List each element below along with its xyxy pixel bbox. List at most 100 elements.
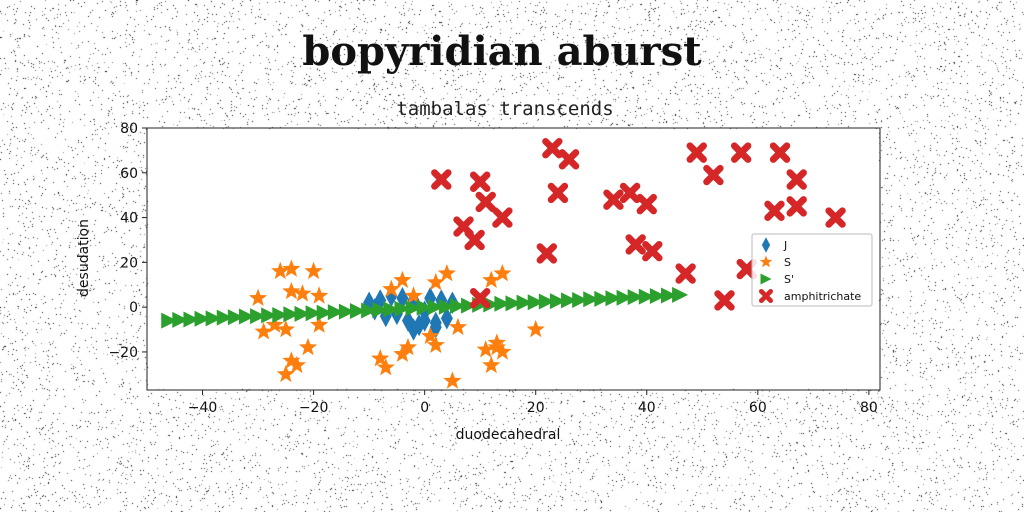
point-star [276,364,295,383]
point-triangle-right [383,301,400,318]
point-triangle-right [549,293,566,310]
point-triangle-right [638,288,655,305]
x-tick-label: 40 [638,400,656,416]
point-triangle-right [583,291,600,308]
legend-label: J [783,239,787,252]
x-tick-label: −20 [299,400,329,416]
point-star [437,264,456,282]
point-triangle-right [316,304,333,321]
point-star [487,333,506,351]
point-x [825,207,846,228]
point-star [310,315,329,333]
point-x [769,142,791,163]
point-star [282,351,301,369]
point-star [254,322,273,340]
legend-marker-diamond [761,237,771,253]
point-triangle-right [372,301,389,318]
point-triangle-right [438,298,455,315]
point-x [675,263,696,284]
point-triangle-right [594,290,611,307]
chart-marks [161,137,846,389]
point-x [786,196,807,217]
point-x [536,243,558,264]
point-x [764,200,785,222]
point-triangle-right [338,303,355,320]
chart-subtitle: tambalas transcends [396,98,614,120]
point-star [271,261,290,280]
point-triangle-right [405,300,422,317]
point-x [736,258,757,280]
legend-label: S [784,256,791,269]
legend-marker-star [759,255,773,268]
point-star [293,284,312,302]
point-star [376,358,395,376]
point-triangle-right [294,305,311,322]
point-x [686,142,707,163]
point-x [558,149,580,170]
point-triangle-right [627,289,644,306]
y-tick-label: 60 [120,166,138,182]
point-x [619,182,641,204]
point-triangle-right [616,289,633,306]
point-triangle-right [305,305,322,322]
x-tick-label: 20 [527,400,545,416]
point-diamond [429,316,442,339]
point-star [448,317,468,336]
point-x [464,229,485,251]
plot-frame [146,127,881,391]
point-star [526,319,545,338]
point-triangle-right [527,294,544,311]
point-triangle-right [660,287,677,304]
y-axis-label: desudation [76,219,92,297]
axis-ticks: −40 −20 0 20 40 60 80 −20 0 20 40 60 80 [108,121,877,416]
point-triangle-right [238,308,255,325]
point-triangle-right [161,312,178,329]
point-triangle-right [272,306,289,323]
y-tick-label: 80 [120,121,138,137]
point-triangle-right [205,310,222,327]
point-diamond [407,318,420,341]
point-star [426,272,445,291]
point-triangle-right [461,297,478,314]
point-x [475,191,496,213]
point-x [730,142,752,163]
point-triangle-right [250,308,267,325]
point-triangle-right [283,306,300,323]
y-tick-label: 40 [120,211,138,227]
point-star [398,337,418,356]
point-triangle-right [394,300,411,317]
legend-marker-x [758,288,774,304]
point-triangle-right [561,292,578,309]
point-triangle-right [494,295,511,312]
point-star [310,286,329,304]
point-star [443,371,462,389]
point-star [265,315,284,333]
point-star [382,279,401,297]
legend-marker-triangle-right [760,273,772,285]
point-star [304,261,323,280]
point-x [786,169,807,190]
point-x [603,189,624,210]
point-triangle-right [183,311,200,328]
point-triangle-right [538,293,555,310]
point-triangle-right [216,309,233,326]
legend-label: S' [784,273,794,286]
point-x [642,240,663,262]
point-triangle-right [649,287,666,304]
point-triangle-right [505,295,522,312]
x-tick-label: −40 [188,400,218,416]
point-diamond [440,307,453,330]
point-star [287,355,307,374]
point-diamond [418,309,431,332]
point-star [393,270,412,288]
point-x [469,171,491,192]
point-star [298,337,318,356]
point-triangle-right [672,286,689,303]
point-x [542,137,563,159]
point-x [469,287,491,309]
legend-box [751,233,873,307]
point-triangle-right [327,304,344,321]
point-x [636,193,657,215]
point-triangle-right [605,290,622,307]
